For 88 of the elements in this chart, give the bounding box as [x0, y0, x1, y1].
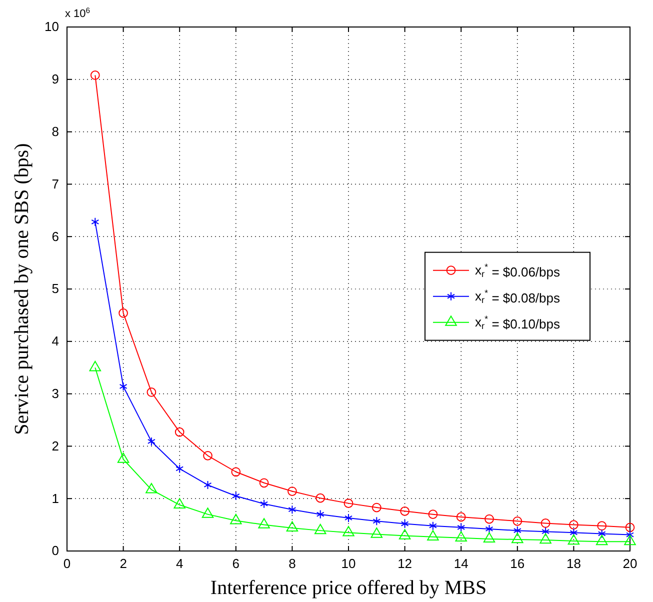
point	[203, 450, 212, 460]
point	[146, 482, 158, 494]
legend-label: x$_{r}$$^{*}$ = $0.08/bps	[475, 288, 560, 306]
y-tick-label: 4	[52, 334, 59, 349]
point	[624, 534, 636, 546]
point	[398, 529, 411, 540]
point	[230, 514, 242, 524]
x-tick-label: 12	[398, 556, 412, 572]
x-tick-label: 14	[454, 556, 468, 572]
point	[344, 498, 354, 508]
point	[598, 529, 606, 538]
point	[570, 528, 578, 538]
point	[342, 526, 354, 536]
x-axis-title: Interference price offered by MBS	[210, 577, 487, 599]
y-tick-label: 2	[52, 438, 59, 454]
point	[428, 521, 437, 530]
point	[483, 532, 496, 543]
point	[513, 526, 522, 536]
x-tick-label: 6	[232, 556, 240, 572]
point	[540, 533, 552, 544]
y-tick-label: 0	[52, 543, 59, 558]
point	[626, 530, 634, 540]
point	[231, 467, 241, 477]
point	[512, 516, 522, 526]
point	[370, 528, 383, 538]
y-tick-label: 3	[52, 386, 59, 401]
point	[147, 436, 156, 446]
point	[288, 486, 297, 496]
legend-label: x$_{r}$$^{*}$ = $0.10/bps	[475, 314, 560, 332]
point	[400, 506, 410, 516]
point	[258, 518, 270, 528]
point	[484, 514, 494, 524]
y-tick-label: 9	[52, 72, 59, 87]
point	[457, 522, 466, 532]
point	[314, 524, 326, 534]
point	[540, 518, 550, 528]
point	[597, 521, 607, 531]
point	[174, 427, 184, 437]
text: x 10$^{6}$	[65, 6, 90, 20]
point	[288, 505, 296, 514]
point	[260, 499, 268, 508]
point	[568, 534, 580, 545]
point	[259, 478, 269, 488]
point	[427, 530, 439, 540]
legend-label: x$_{r}$$^{*}$ = $0.06/bps	[475, 262, 560, 280]
point	[202, 508, 214, 518]
point	[542, 527, 550, 536]
point	[372, 516, 381, 526]
y-tick-label: 10	[44, 19, 59, 34]
point	[316, 510, 324, 519]
y-tick-label: 5	[52, 281, 59, 296]
point	[569, 520, 578, 530]
point	[119, 382, 128, 391]
point	[455, 531, 467, 542]
y-tick-label: 7	[52, 176, 59, 192]
y-axis-title: Service purchased by one SBS (bps)	[11, 143, 33, 435]
x-tick-label: 18	[566, 556, 581, 572]
point	[625, 522, 635, 532]
point	[117, 452, 130, 463]
x-tick-label: 10	[341, 556, 356, 572]
x-tick-label: 20	[622, 556, 638, 572]
x-tick-label: 8	[288, 556, 296, 572]
x-tick-label: 16	[510, 556, 525, 572]
point	[456, 512, 466, 522]
y-tick-label: 1	[52, 490, 59, 506]
y-tick-label: 6	[52, 228, 59, 244]
x-tick-label: 2	[120, 556, 127, 572]
point	[89, 360, 102, 372]
point	[596, 534, 608, 546]
point	[485, 524, 494, 534]
point	[146, 388, 156, 397]
point	[344, 513, 352, 523]
point	[372, 502, 382, 512]
x-tick-label: 0	[63, 556, 71, 572]
point	[118, 308, 128, 318]
y-tick-label: 8	[52, 124, 59, 139]
point	[400, 519, 409, 528]
point	[512, 532, 524, 544]
point	[316, 493, 326, 503]
point	[91, 217, 100, 226]
point	[204, 480, 212, 490]
point	[286, 521, 298, 532]
x-tick-label: 4	[176, 556, 184, 572]
point	[176, 464, 184, 474]
point	[174, 498, 186, 508]
point	[232, 491, 240, 500]
point	[90, 70, 100, 80]
point	[428, 510, 438, 519]
